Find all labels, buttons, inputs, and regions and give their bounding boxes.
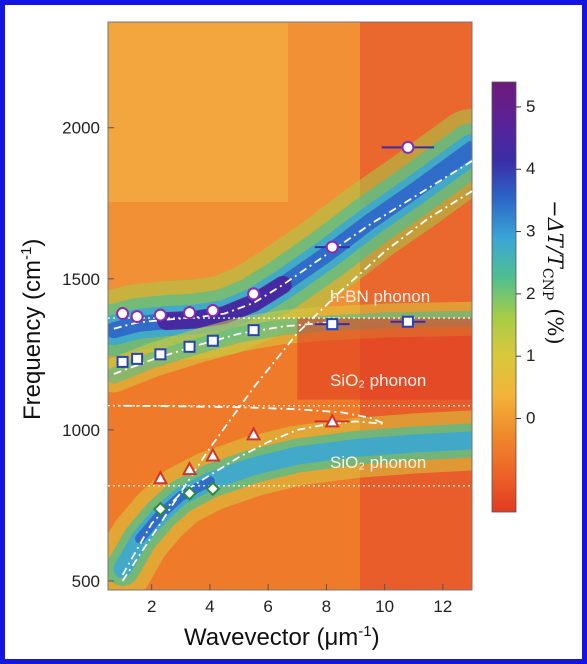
data-point-circle	[247, 287, 261, 301]
colorbar-tick-label: 1	[526, 346, 535, 365]
x-tick-label: 8	[322, 597, 331, 616]
data-point-square	[247, 324, 260, 337]
data-point-triangle	[245, 426, 262, 441]
colorbar-tick-label: 0	[526, 409, 535, 428]
x-axis-label: Wavevector (μm-1)	[184, 623, 380, 651]
colorbar-tick-label: 2	[526, 284, 535, 303]
x-tick-label: 10	[375, 597, 394, 616]
data-point-triangle	[152, 470, 169, 485]
y-tick-label: 2000	[62, 119, 100, 138]
x-tick-label: 12	[433, 597, 452, 616]
data-point-square	[154, 348, 167, 361]
colorbar-tick-label: 5	[526, 97, 535, 116]
data-point-square	[326, 318, 339, 331]
data-point-circle	[206, 304, 220, 318]
data-point-circle	[116, 307, 130, 321]
data-point-triangle	[205, 447, 221, 462]
y-tick-label: 1000	[62, 421, 100, 440]
theory-curve-upper	[113, 160, 473, 330]
colorbar-tick-label: 4	[526, 159, 535, 178]
data-point-diamond	[182, 485, 197, 501]
data-point-circle	[325, 240, 339, 254]
data-point-diamond	[205, 481, 221, 497]
data-point-square	[206, 334, 219, 347]
colorbar	[491, 81, 517, 513]
data-point-circle	[153, 308, 167, 322]
y-tick-label: 1500	[62, 270, 100, 289]
colorbar-tick-label: 3	[526, 222, 535, 241]
x-tick-label: 6	[263, 597, 272, 616]
data-point-circle	[183, 306, 197, 320]
data-point-diamond	[153, 501, 168, 517]
plot-border	[107, 21, 473, 591]
sio2-lower-phonon-label: SiO₂ phonon	[330, 453, 426, 472]
x-tick-label: 4	[205, 597, 214, 616]
data-point-square	[183, 340, 196, 353]
colorbar-label: −ΔT/TCNP(%)	[539, 200, 567, 345]
y-tick-label: 500	[72, 572, 100, 591]
data-point-circle	[130, 310, 144, 324]
data-point-square	[401, 315, 414, 328]
data-point-square	[116, 355, 129, 368]
data-point-triangle	[324, 413, 340, 428]
sio2-upper-phonon-label: SiO₂ phonon	[330, 371, 426, 390]
heatmap-upper-left-band	[108, 22, 288, 202]
y-axis-label: Frequency (cm-1)	[18, 239, 46, 420]
x-tick-label: 2	[147, 597, 156, 616]
hbn-phonon-label: h-BN phonon	[330, 287, 430, 306]
red-region	[297, 318, 472, 400]
data-point-square	[131, 352, 144, 365]
data-point-circle	[401, 140, 415, 154]
upper-branch-peak	[157, 275, 292, 331]
data-point-triangle	[181, 461, 198, 476]
